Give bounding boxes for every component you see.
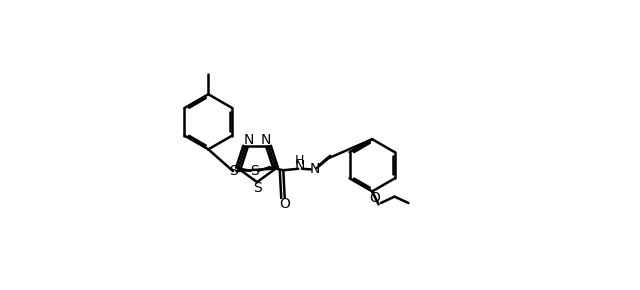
Text: N: N [309, 162, 320, 176]
Text: S: S [250, 164, 259, 178]
Text: S: S [253, 182, 262, 195]
Text: S: S [228, 164, 237, 178]
Text: N: N [260, 133, 271, 147]
Text: N: N [243, 133, 253, 147]
Text: N: N [294, 160, 305, 173]
Text: O: O [370, 191, 381, 205]
Text: H: H [295, 154, 304, 166]
Text: O: O [279, 197, 290, 211]
